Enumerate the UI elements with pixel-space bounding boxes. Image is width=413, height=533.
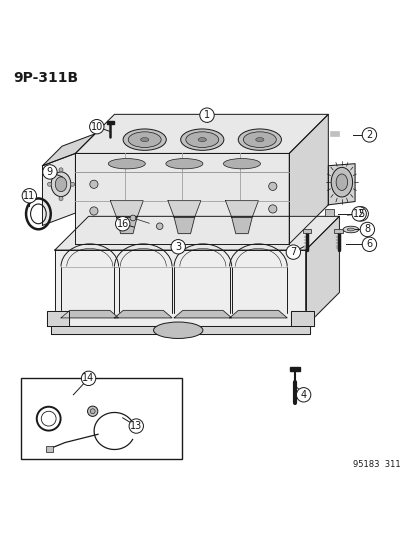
- Circle shape: [199, 108, 214, 123]
- Circle shape: [359, 222, 374, 237]
- Polygon shape: [75, 115, 328, 154]
- Polygon shape: [47, 311, 69, 326]
- Text: 9P-311B: 9P-311B: [14, 71, 78, 85]
- Polygon shape: [55, 216, 339, 250]
- Text: 1: 1: [204, 110, 209, 120]
- Bar: [46, 446, 53, 451]
- Ellipse shape: [55, 177, 66, 192]
- Ellipse shape: [153, 322, 202, 338]
- Ellipse shape: [223, 158, 260, 169]
- Circle shape: [130, 215, 135, 221]
- Polygon shape: [174, 217, 194, 233]
- Ellipse shape: [180, 129, 223, 150]
- Ellipse shape: [123, 129, 166, 150]
- Circle shape: [89, 119, 104, 134]
- Bar: [325, 209, 333, 215]
- Circle shape: [22, 189, 36, 203]
- Circle shape: [90, 180, 98, 188]
- Text: 5: 5: [357, 209, 363, 219]
- Bar: [302, 229, 310, 233]
- Text: 16: 16: [116, 219, 128, 229]
- Ellipse shape: [87, 406, 97, 416]
- Ellipse shape: [90, 409, 95, 414]
- Circle shape: [353, 207, 368, 221]
- Circle shape: [59, 168, 63, 172]
- Text: 9: 9: [47, 167, 53, 177]
- Ellipse shape: [347, 228, 354, 231]
- Text: 3: 3: [175, 242, 181, 252]
- Bar: [334, 229, 342, 233]
- Circle shape: [59, 197, 63, 201]
- Circle shape: [268, 182, 276, 190]
- Text: 11: 11: [23, 191, 36, 201]
- Ellipse shape: [335, 174, 347, 190]
- Ellipse shape: [237, 129, 281, 150]
- Text: 4: 4: [300, 390, 306, 400]
- Polygon shape: [289, 115, 328, 244]
- Circle shape: [171, 239, 185, 254]
- Polygon shape: [51, 326, 309, 334]
- Circle shape: [296, 387, 310, 402]
- Polygon shape: [328, 164, 354, 205]
- Circle shape: [285, 245, 300, 259]
- Polygon shape: [225, 201, 258, 217]
- Circle shape: [156, 223, 163, 230]
- Text: 14: 14: [82, 373, 95, 383]
- Bar: [330, 131, 339, 136]
- Ellipse shape: [342, 226, 358, 233]
- Polygon shape: [305, 216, 339, 326]
- Text: 7: 7: [290, 247, 296, 257]
- Text: 95183  311: 95183 311: [352, 460, 399, 469]
- Ellipse shape: [128, 132, 161, 148]
- Polygon shape: [61, 311, 118, 318]
- Polygon shape: [174, 311, 231, 318]
- Ellipse shape: [108, 158, 145, 169]
- Circle shape: [351, 207, 366, 221]
- Polygon shape: [168, 201, 200, 217]
- Bar: [21, 377, 181, 459]
- Text: 13: 13: [130, 421, 142, 431]
- Ellipse shape: [185, 132, 218, 148]
- Polygon shape: [75, 154, 289, 244]
- Polygon shape: [291, 311, 313, 326]
- Circle shape: [361, 237, 376, 252]
- Circle shape: [115, 216, 130, 231]
- Polygon shape: [43, 154, 75, 225]
- Circle shape: [90, 207, 98, 215]
- Ellipse shape: [51, 172, 71, 197]
- Text: 6: 6: [366, 239, 372, 249]
- Polygon shape: [231, 217, 252, 233]
- Circle shape: [70, 182, 74, 187]
- Circle shape: [81, 371, 95, 385]
- Text: 10: 10: [90, 122, 103, 132]
- Circle shape: [43, 165, 57, 179]
- Text: 12: 12: [352, 209, 364, 219]
- Circle shape: [47, 182, 52, 187]
- Polygon shape: [229, 311, 287, 318]
- Ellipse shape: [140, 138, 148, 142]
- Polygon shape: [43, 134, 95, 166]
- Ellipse shape: [255, 138, 263, 142]
- Circle shape: [129, 419, 143, 433]
- Ellipse shape: [166, 158, 202, 169]
- Bar: [107, 120, 114, 124]
- Polygon shape: [114, 311, 172, 318]
- Ellipse shape: [243, 132, 275, 148]
- Bar: [290, 367, 299, 372]
- Circle shape: [268, 205, 276, 213]
- Polygon shape: [116, 217, 137, 233]
- Polygon shape: [55, 250, 305, 326]
- Text: 8: 8: [363, 224, 370, 235]
- Ellipse shape: [198, 138, 206, 142]
- Text: 2: 2: [366, 130, 372, 140]
- Ellipse shape: [330, 167, 352, 197]
- Circle shape: [361, 128, 376, 142]
- Polygon shape: [110, 201, 143, 217]
